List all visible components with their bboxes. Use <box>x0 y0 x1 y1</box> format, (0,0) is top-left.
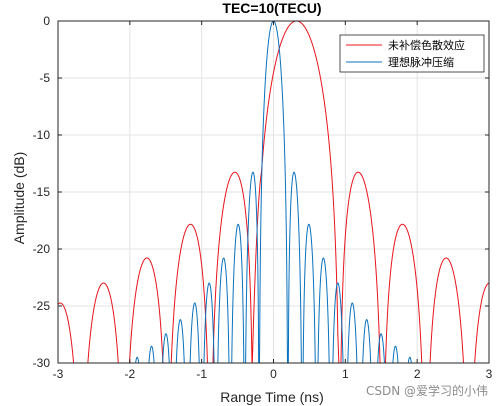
x-tick-label: -3 <box>53 367 64 381</box>
x-tick-label: -1 <box>196 367 207 381</box>
legend: 未补偿色散效应 理想脉冲压缩 <box>339 34 485 73</box>
watermark: CSDN @爱学习的小伟 <box>366 383 488 398</box>
y-tick-label: -30 <box>33 356 51 370</box>
y-axis-label: Amplitude (dB) <box>11 152 27 245</box>
x-tick-label: 3 <box>486 367 493 381</box>
legend-label-uncompensated: 未补偿色散效应 <box>388 38 465 52</box>
series-layer <box>58 21 489 363</box>
y-tick-label: -25 <box>33 299 51 313</box>
y-tick-label: -15 <box>33 185 51 199</box>
y-tick-label: 0 <box>43 14 50 28</box>
x-tick-label: 0 <box>270 367 277 381</box>
chart-title: TEC=10(TECU) <box>222 0 321 16</box>
series-line-0 <box>58 21 489 363</box>
x-tick-label: 2 <box>414 367 421 381</box>
y-tick-label: -5 <box>39 71 50 85</box>
x-axis-label: Range Time (ns) <box>220 389 323 405</box>
legend-label-ideal: 理想脉冲压缩 <box>388 55 454 69</box>
legend-box <box>339 34 485 73</box>
y-tick-label: -20 <box>33 242 51 256</box>
tick-layer: -3 -2 -1 0 1 2 30-5-10-15-20-25-30 <box>33 14 493 381</box>
x-tick-label: -2 <box>124 367 135 381</box>
x-tick-label: 1 <box>342 367 349 381</box>
y-tick-label: -10 <box>33 128 51 142</box>
